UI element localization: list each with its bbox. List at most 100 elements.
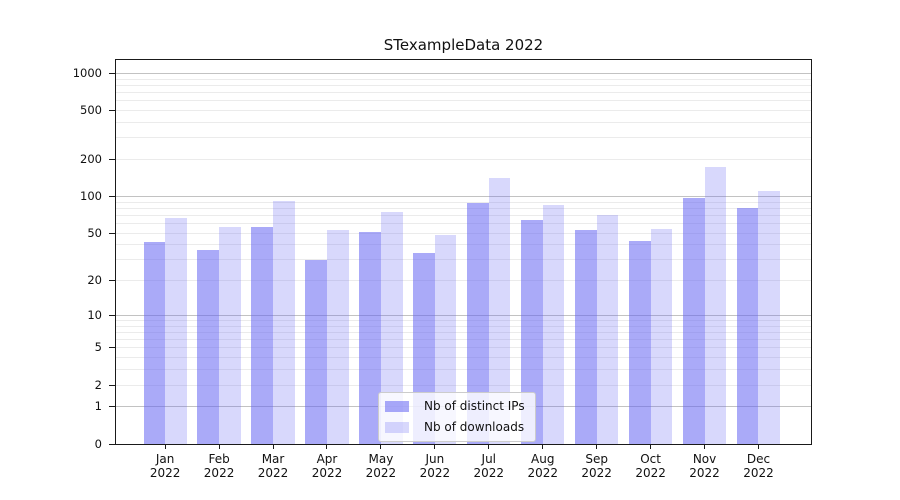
x-tick-label: Jan 2022 — [133, 452, 197, 480]
x-tick-year: 2022 — [473, 466, 505, 480]
y-tick — [109, 232, 115, 234]
y-tick-label: 200 — [80, 152, 102, 167]
bar-nb-of-distinct-ips-apr — [305, 259, 327, 444]
bar-nb-of-distinct-ips-oct — [629, 241, 651, 444]
bar-nb-of-distinct-ips-feb — [197, 250, 220, 444]
gridline-minor — [116, 232, 811, 234]
x-tick-year: 2022 — [581, 466, 612, 480]
legend-item: Nb of downloads — [385, 420, 525, 434]
bar-nb-of-downloads-may — [380, 212, 403, 444]
gridline-minor — [116, 331, 811, 333]
y-tick — [109, 110, 115, 112]
gridline-minor — [116, 207, 811, 209]
bar-nb-of-distinct-ips-jan — [143, 242, 166, 444]
gridline-minor — [116, 347, 811, 349]
x-tick-label: May 2022 — [349, 452, 413, 480]
bar-nb-of-distinct-ips-nov — [682, 198, 705, 444]
y-tick — [109, 280, 115, 282]
x-tick-month: Jan — [155, 452, 175, 466]
gridline-minor — [116, 384, 811, 386]
x-tick-label: Oct 2022 — [619, 452, 683, 480]
x-tick — [380, 445, 382, 449]
gridline-minor — [116, 122, 811, 123]
bar-nb-of-distinct-ips-dec — [736, 207, 759, 444]
bar-nb-of-distinct-ips-may — [359, 232, 381, 444]
x-tick-month: Mar — [261, 452, 285, 466]
x-tick-month: Dec — [746, 452, 771, 466]
bar-nb-of-distinct-ips-aug — [521, 220, 543, 444]
x-tick — [326, 445, 328, 449]
gridline-minor — [116, 159, 811, 161]
bar-nb-of-downloads-sep — [596, 214, 619, 444]
y-tick — [109, 159, 115, 161]
bar-nb-of-distinct-ips-mar — [251, 227, 274, 444]
gridline-major — [116, 195, 811, 197]
x-tick — [272, 445, 274, 449]
y-tick-label: 500 — [80, 103, 102, 118]
y-tick — [109, 314, 115, 316]
bar-nb-of-downloads-jan — [165, 217, 187, 444]
gridline-minor — [116, 137, 811, 139]
y-tick-label: 10 — [87, 307, 102, 322]
bar-nb-of-downloads-jun — [434, 235, 457, 444]
gridline-major — [116, 72, 811, 74]
gridline-minor — [116, 110, 811, 112]
x-tick — [218, 445, 220, 449]
chart-title: STexampleData 2022 — [383, 36, 544, 54]
x-tick — [434, 445, 436, 449]
bar-nb-of-downloads-oct — [650, 229, 673, 444]
gridline-minor — [116, 78, 811, 80]
gridline-minor — [116, 223, 811, 224]
y-tick-label: 1 — [94, 399, 102, 414]
bar-nb-of-downloads-dec — [758, 191, 781, 444]
x-tick-label: Jun 2022 — [403, 452, 467, 480]
legend: Nb of distinct IPs Nb of downloads — [378, 392, 536, 442]
bar-nb-of-downloads-jul — [488, 178, 511, 444]
gridline-minor — [116, 325, 811, 327]
bar-nb-of-downloads-mar — [273, 200, 295, 444]
x-tick-month: May — [368, 452, 394, 466]
x-tick — [488, 445, 490, 449]
legend-label-downloads: Nb of downloads — [424, 420, 525, 434]
bar-nb-of-downloads-apr — [326, 230, 349, 444]
x-tick-label: Dec 2022 — [726, 452, 790, 480]
y-tick-label: 50 — [87, 225, 102, 240]
x-tick-year: 2022 — [203, 466, 235, 480]
y-tick-label: 2 — [94, 377, 102, 392]
x-tick — [596, 445, 598, 449]
x-tick-year: 2022 — [257, 466, 289, 480]
y-tick — [109, 406, 115, 408]
gridline-minor — [116, 259, 811, 261]
y-tick — [109, 347, 115, 349]
gridline-minor — [116, 319, 811, 321]
bar-nb-of-distinct-ips-sep — [575, 230, 597, 444]
x-tick-month: Aug — [531, 452, 555, 466]
bar-nb-of-downloads-nov — [704, 166, 727, 444]
y-tick-label: 100 — [80, 188, 102, 203]
x-tick-month: Jun — [425, 452, 445, 466]
bar-nb-of-downloads-feb — [219, 227, 241, 444]
bar-nb-of-distinct-ips-jul — [467, 203, 489, 444]
gridline-minor — [116, 92, 811, 94]
legend-label-distinct-ips: Nb of distinct IPs — [424, 399, 525, 413]
y-tick-label: 0 — [94, 436, 102, 451]
y-tick — [109, 72, 115, 74]
x-tick-label: Aug 2022 — [511, 452, 575, 480]
x-tick-month: Jul — [481, 452, 497, 466]
gridline-minor — [116, 280, 811, 282]
x-tick — [704, 445, 706, 449]
gridline-minor — [116, 84, 811, 86]
y-tick — [109, 384, 115, 386]
x-tick-year: 2022 — [689, 466, 720, 480]
gridline-minor — [116, 357, 811, 359]
x-tick-year: 2022 — [149, 466, 181, 480]
gridline-minor — [116, 369, 811, 371]
x-tick-label: Feb 2022 — [187, 452, 251, 480]
y-tick — [109, 443, 115, 445]
bar-nb-of-downloads-aug — [542, 205, 565, 444]
plot-area — [115, 59, 812, 445]
x-tick-label: Jul 2022 — [457, 452, 521, 480]
gridline-major — [116, 314, 811, 316]
x-tick-month: Sep — [585, 452, 608, 466]
x-tick-year: 2022 — [311, 466, 343, 480]
